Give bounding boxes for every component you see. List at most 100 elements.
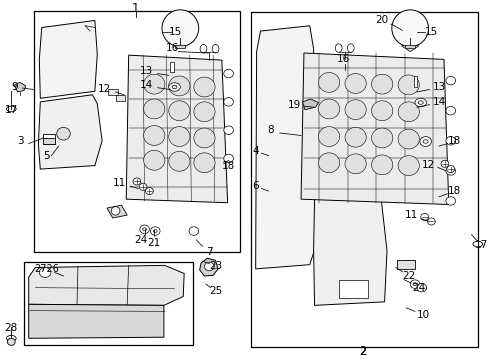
- Text: 14: 14: [140, 80, 153, 90]
- Polygon shape: [29, 304, 163, 338]
- Polygon shape: [313, 197, 386, 305]
- Ellipse shape: [397, 102, 419, 122]
- Text: 2: 2: [358, 345, 366, 358]
- Ellipse shape: [335, 44, 342, 52]
- Text: 15: 15: [168, 27, 182, 37]
- Text: 12: 12: [421, 160, 434, 170]
- Text: 24: 24: [134, 235, 147, 245]
- Text: 4: 4: [252, 146, 259, 156]
- Polygon shape: [302, 99, 318, 110]
- Polygon shape: [39, 21, 97, 98]
- Text: 2726: 2726: [34, 264, 59, 274]
- Ellipse shape: [344, 127, 366, 147]
- Text: 11: 11: [404, 210, 417, 220]
- Ellipse shape: [7, 338, 15, 345]
- Polygon shape: [301, 53, 448, 204]
- Polygon shape: [199, 258, 218, 276]
- Ellipse shape: [224, 126, 233, 134]
- Ellipse shape: [409, 280, 419, 288]
- Text: 14: 14: [432, 97, 445, 107]
- Ellipse shape: [145, 188, 153, 195]
- Ellipse shape: [318, 99, 339, 119]
- Ellipse shape: [224, 69, 233, 78]
- Ellipse shape: [445, 167, 455, 175]
- Ellipse shape: [418, 101, 422, 104]
- Text: 6: 6: [252, 181, 259, 191]
- Ellipse shape: [162, 10, 198, 47]
- Ellipse shape: [189, 227, 198, 235]
- Polygon shape: [29, 265, 184, 305]
- Text: 5: 5: [43, 150, 50, 161]
- Ellipse shape: [57, 127, 70, 140]
- Ellipse shape: [397, 75, 419, 95]
- Bar: [396, 260, 414, 269]
- Text: 25: 25: [208, 286, 222, 296]
- Bar: [338, 279, 367, 298]
- Ellipse shape: [397, 156, 419, 175]
- Ellipse shape: [318, 153, 339, 173]
- Text: 10: 10: [416, 310, 429, 320]
- Ellipse shape: [193, 153, 215, 173]
- Bar: [24, 262, 192, 345]
- Ellipse shape: [427, 218, 434, 225]
- Ellipse shape: [344, 73, 366, 93]
- Ellipse shape: [111, 207, 120, 215]
- Ellipse shape: [153, 230, 157, 233]
- Ellipse shape: [445, 197, 455, 205]
- Bar: [115, 95, 125, 101]
- Polygon shape: [107, 205, 127, 218]
- Ellipse shape: [397, 129, 419, 149]
- Ellipse shape: [143, 150, 164, 170]
- Ellipse shape: [139, 183, 147, 190]
- Bar: [34, 10, 239, 252]
- Ellipse shape: [168, 76, 190, 96]
- Text: 19: 19: [287, 100, 300, 110]
- Ellipse shape: [168, 101, 190, 121]
- Text: 21: 21: [147, 238, 161, 248]
- Polygon shape: [14, 82, 26, 92]
- Ellipse shape: [133, 178, 141, 185]
- Text: 9: 9: [12, 82, 19, 92]
- Ellipse shape: [168, 152, 190, 171]
- Ellipse shape: [371, 74, 392, 94]
- Ellipse shape: [143, 74, 164, 94]
- Ellipse shape: [143, 99, 164, 119]
- Ellipse shape: [371, 128, 392, 148]
- Bar: [175, 45, 185, 48]
- Ellipse shape: [204, 262, 214, 271]
- Text: 20: 20: [375, 15, 388, 26]
- Text: 7: 7: [205, 247, 212, 257]
- Ellipse shape: [168, 83, 180, 91]
- Ellipse shape: [419, 136, 430, 147]
- Bar: [405, 45, 414, 48]
- Ellipse shape: [344, 100, 366, 120]
- Ellipse shape: [200, 45, 206, 53]
- Text: 13: 13: [432, 82, 445, 92]
- Text: 15: 15: [425, 27, 438, 37]
- Text: 1: 1: [132, 2, 140, 15]
- Ellipse shape: [446, 166, 454, 173]
- Ellipse shape: [344, 154, 366, 174]
- Text: 3: 3: [17, 136, 23, 147]
- Bar: [43, 134, 55, 144]
- Text: 16: 16: [336, 54, 349, 64]
- Polygon shape: [255, 26, 315, 269]
- Text: 8: 8: [266, 125, 273, 135]
- Ellipse shape: [318, 72, 339, 92]
- Ellipse shape: [224, 154, 233, 163]
- Ellipse shape: [412, 283, 416, 285]
- Text: 11: 11: [112, 178, 125, 188]
- Text: 24: 24: [411, 283, 424, 293]
- Text: 16: 16: [165, 43, 179, 53]
- Ellipse shape: [193, 77, 215, 97]
- Text: 18: 18: [447, 186, 460, 196]
- Bar: [108, 89, 117, 95]
- Ellipse shape: [422, 140, 427, 143]
- Text: 17: 17: [5, 105, 18, 114]
- Ellipse shape: [414, 98, 426, 107]
- Ellipse shape: [400, 260, 411, 269]
- Bar: [169, 62, 173, 72]
- Ellipse shape: [346, 44, 353, 52]
- Ellipse shape: [445, 136, 455, 145]
- Ellipse shape: [6, 336, 16, 341]
